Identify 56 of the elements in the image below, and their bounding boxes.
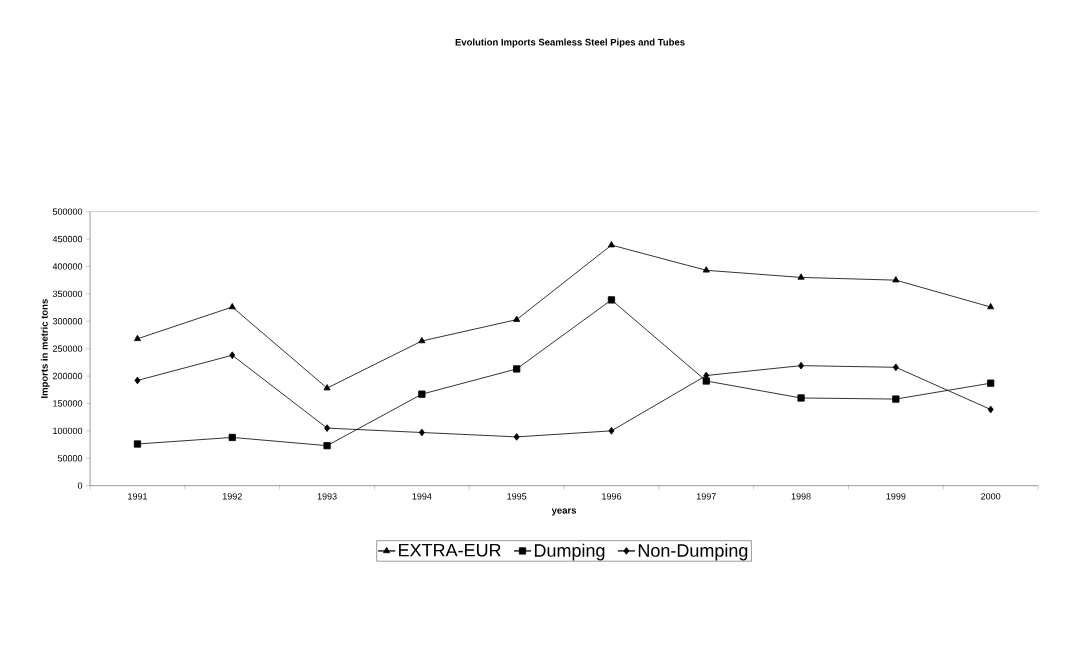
point (987, 303, 995, 310)
point (607, 296, 616, 304)
point (418, 390, 426, 398)
y-tick-label: 250000 (52, 345, 83, 352)
x-tick-label: 1995 (507, 493, 527, 500)
point (418, 336, 426, 344)
y-tick-label: 50000 (57, 455, 83, 462)
point (229, 351, 236, 360)
point (987, 405, 994, 414)
point (892, 363, 899, 372)
x-tick-label: 1992 (222, 493, 242, 500)
x-tick-label: 2000 (981, 493, 1001, 500)
x-tick-label: 1993 (317, 493, 337, 500)
point (798, 361, 805, 370)
x-tick-label: 1998 (791, 493, 811, 500)
legend-label: Non-Dumping (638, 543, 748, 561)
point (323, 442, 331, 450)
point (513, 315, 521, 322)
point (608, 427, 615, 435)
y-tick-label: 150000 (53, 400, 83, 407)
point (702, 377, 710, 385)
legend-label: Dumping (534, 543, 605, 561)
point (228, 303, 236, 310)
point (324, 424, 331, 432)
y-tick-label: 450000 (52, 235, 83, 243)
y-tick-label: 350000 (52, 290, 83, 298)
legend-label: EXTRA-EUR (399, 543, 501, 557)
y-tick-label: 100000 (53, 427, 83, 435)
x-tick-label: 1991 (128, 493, 148, 500)
point (892, 395, 900, 403)
x-tick-label: 1994 (412, 493, 432, 500)
y-tick-label: 400000 (52, 263, 83, 270)
point (133, 440, 142, 448)
point (133, 334, 141, 341)
point (418, 428, 425, 437)
point (134, 376, 141, 385)
chart-title: Evolution Imports Seamless Steel Pipes and Tubes (455, 38, 685, 48)
point (323, 384, 331, 391)
y-tick-label: 200000 (52, 372, 83, 380)
x-axis-title: years (551, 508, 577, 516)
y-tick-label: 500000 (52, 208, 83, 215)
y-tick-label: 0 (77, 482, 83, 489)
y-axis-title: Imports in metric tons (40, 299, 50, 398)
y-tick-label: 300000 (52, 318, 83, 325)
x-tick-label: 1999 (886, 493, 906, 500)
point (702, 266, 710, 273)
x-tick-label: 1996 (602, 493, 622, 500)
point (987, 379, 995, 387)
point (513, 365, 521, 373)
point (607, 241, 615, 248)
point (797, 394, 805, 402)
point (797, 273, 805, 280)
point (228, 433, 236, 442)
point (513, 433, 520, 441)
x-tick-label: 1997 (696, 493, 716, 500)
point (892, 276, 900, 283)
